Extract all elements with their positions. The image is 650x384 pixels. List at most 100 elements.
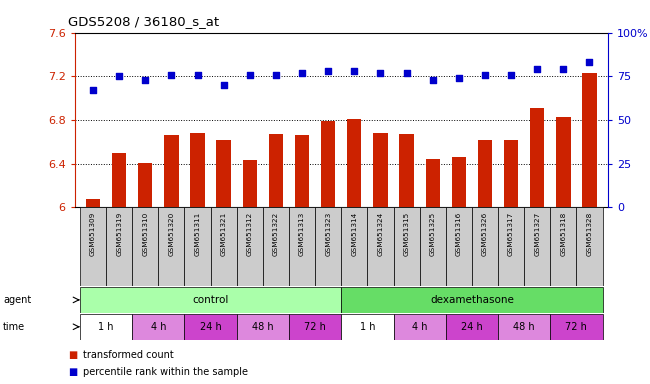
Bar (446, 207, 472, 286)
Text: GSM651326: GSM651326 (482, 211, 488, 255)
Bar (367, 207, 393, 286)
Bar (185, 314, 237, 340)
Text: 24 h: 24 h (461, 322, 483, 332)
Text: GSM651312: GSM651312 (247, 211, 253, 255)
Text: 4 h: 4 h (151, 322, 166, 332)
Text: GSM651315: GSM651315 (404, 211, 410, 255)
Text: ■: ■ (68, 350, 77, 360)
Text: GSM651327: GSM651327 (534, 211, 540, 255)
Text: GSM651320: GSM651320 (168, 211, 174, 255)
Text: GSM651321: GSM651321 (221, 211, 227, 255)
Text: dexamethasone: dexamethasone (430, 295, 514, 305)
Bar (341, 287, 603, 313)
Bar (80, 314, 132, 340)
Text: agent: agent (3, 295, 31, 305)
Text: GSM651328: GSM651328 (586, 211, 592, 255)
Bar (577, 207, 603, 286)
Text: GSM651325: GSM651325 (430, 211, 436, 255)
Bar (164, 135, 179, 207)
Text: GSM651310: GSM651310 (142, 211, 148, 255)
Text: 48 h: 48 h (252, 322, 274, 332)
Bar (551, 314, 603, 340)
Bar (289, 207, 315, 286)
Bar (80, 207, 106, 286)
Text: transformed count: transformed count (83, 350, 174, 360)
Text: GSM651324: GSM651324 (378, 211, 384, 255)
Text: 48 h: 48 h (514, 322, 535, 332)
Bar (289, 314, 341, 340)
Bar (393, 207, 420, 286)
Bar (504, 140, 518, 207)
Bar (132, 314, 185, 340)
Text: GSM651317: GSM651317 (508, 211, 514, 255)
Point (532, 66, 542, 73)
Point (454, 75, 464, 81)
Bar (551, 207, 577, 286)
Point (218, 82, 229, 88)
Text: 4 h: 4 h (412, 322, 428, 332)
Bar (80, 287, 341, 313)
Point (192, 71, 203, 78)
Point (114, 73, 124, 79)
Bar (159, 207, 185, 286)
Point (88, 87, 98, 93)
Bar (112, 153, 126, 207)
Point (244, 71, 255, 78)
Bar (132, 207, 159, 286)
Bar (393, 314, 446, 340)
Text: GSM651309: GSM651309 (90, 211, 96, 255)
Text: 72 h: 72 h (566, 322, 588, 332)
Text: GSM651316: GSM651316 (456, 211, 462, 255)
Bar (185, 207, 211, 286)
Point (480, 71, 490, 78)
Point (558, 66, 569, 73)
Point (166, 71, 177, 78)
Bar (237, 314, 289, 340)
Bar (341, 207, 367, 286)
Point (375, 70, 385, 76)
Text: 1 h: 1 h (98, 322, 114, 332)
Bar (106, 207, 132, 286)
Point (323, 68, 333, 74)
Bar (242, 161, 257, 207)
Text: GDS5208 / 36180_s_at: GDS5208 / 36180_s_at (68, 15, 220, 28)
Bar (452, 157, 466, 207)
Bar (478, 140, 492, 207)
Text: GSM651319: GSM651319 (116, 211, 122, 255)
Bar (211, 207, 237, 286)
Bar (86, 199, 100, 207)
Text: GSM651313: GSM651313 (299, 211, 305, 255)
Point (401, 70, 411, 76)
Bar (426, 159, 440, 207)
Point (428, 77, 438, 83)
Bar (446, 314, 498, 340)
Bar (263, 207, 289, 286)
Point (584, 59, 595, 65)
Bar (472, 207, 498, 286)
Text: GSM651322: GSM651322 (273, 211, 279, 255)
Bar (498, 314, 551, 340)
Bar (216, 140, 231, 207)
Bar (373, 133, 387, 207)
Bar (190, 133, 205, 207)
Point (140, 77, 151, 83)
Bar (582, 73, 597, 207)
Bar (399, 134, 414, 207)
Bar (530, 108, 545, 207)
Text: ■: ■ (68, 367, 77, 377)
Point (271, 71, 281, 78)
Text: 24 h: 24 h (200, 322, 222, 332)
Text: 72 h: 72 h (304, 322, 326, 332)
Bar (556, 117, 571, 207)
Bar (347, 119, 361, 207)
Bar (268, 134, 283, 207)
Text: control: control (192, 295, 229, 305)
Bar (237, 207, 263, 286)
Text: GSM651318: GSM651318 (560, 211, 566, 255)
Point (297, 70, 307, 76)
Bar (138, 162, 153, 207)
Bar (341, 314, 393, 340)
Bar (315, 207, 341, 286)
Bar (321, 121, 335, 207)
Text: percentile rank within the sample: percentile rank within the sample (83, 367, 248, 377)
